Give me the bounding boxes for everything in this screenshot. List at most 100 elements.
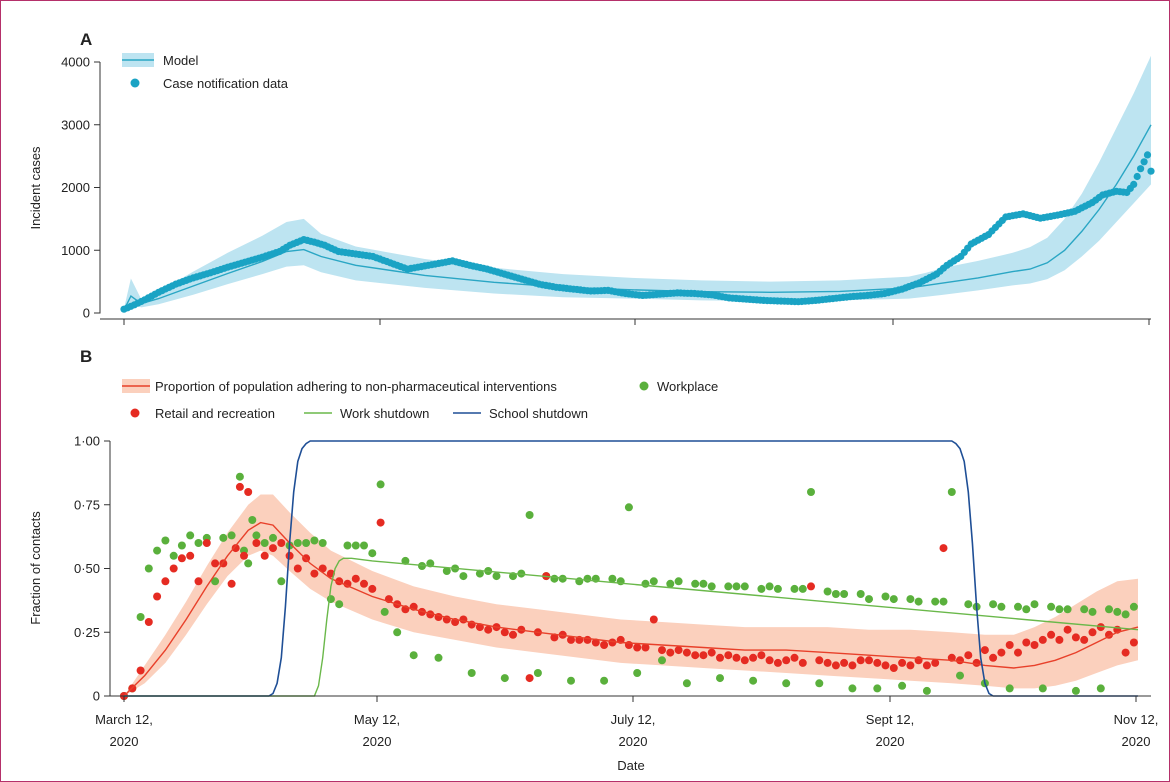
workplace-point <box>707 582 716 591</box>
retail-point <box>707 648 716 657</box>
workplace-point <box>906 595 915 604</box>
retail-point <box>732 653 741 662</box>
panel-b-y-tick-label: 1·00 <box>74 434 100 449</box>
retail-point <box>699 651 708 660</box>
workplace-point <box>235 472 244 481</box>
panel-a-y-tick-label: 2000 <box>61 180 90 195</box>
retail-point <box>186 551 195 560</box>
retail-point <box>649 615 658 624</box>
legend-work-shutdown-label: Work shutdown <box>340 406 429 421</box>
retail-point <box>691 651 700 660</box>
workplace-point <box>798 584 807 593</box>
retail-point <box>674 646 683 655</box>
workplace-point <box>244 559 253 568</box>
workplace-point <box>376 480 385 489</box>
panel-b-x-tick-label: 2020 <box>619 734 648 749</box>
workplace-point <box>914 597 923 606</box>
workplace-point <box>248 516 257 524</box>
case-point <box>1130 180 1138 188</box>
retail-point <box>285 551 294 560</box>
legend-workplace-marker <box>639 381 649 391</box>
workplace-point <box>956 671 964 680</box>
adherence-uncertainty-band <box>124 494 1138 696</box>
panel-a-y-tick-label: 4000 <box>61 55 90 70</box>
workplace-point <box>1129 602 1138 611</box>
workplace-point <box>757 584 766 593</box>
retail-point <box>773 658 782 667</box>
workplace-point <box>277 577 286 586</box>
workplace-point <box>550 574 559 583</box>
panel-b-x-tick-label: May 12, <box>354 712 400 727</box>
workplace-point <box>252 531 261 540</box>
workplace-point <box>898 681 907 690</box>
panel-b-y-tick-label: 0·50 <box>74 561 100 576</box>
workplace-point <box>434 653 443 662</box>
retail-point <box>1022 638 1031 647</box>
retail-point <box>591 638 600 647</box>
workplace-point <box>624 503 633 512</box>
workplace-point <box>1005 684 1014 693</box>
work-shutdown-line <box>124 557 1139 697</box>
workplace-point <box>856 590 865 598</box>
workplace-point <box>873 684 882 693</box>
workplace-point <box>169 551 178 560</box>
workplace-point <box>380 607 389 616</box>
retail-point <box>600 641 609 649</box>
workplace-point <box>1038 684 1047 693</box>
retail-point <box>351 574 360 583</box>
retail-point <box>136 666 145 675</box>
workplace-point <box>409 651 418 660</box>
panel-b-x-tick-label: 2020 <box>363 734 392 749</box>
panel-a-y-tick-label: 0 <box>83 306 90 321</box>
workplace-point <box>310 536 319 545</box>
workplace-point <box>790 584 799 593</box>
workplace-point <box>947 488 956 496</box>
panel-b-xlabel: Date <box>617 758 644 773</box>
workplace-point <box>1080 605 1089 614</box>
workplace-point <box>368 549 377 558</box>
retail-point <box>310 569 319 578</box>
retail-point <box>260 551 269 560</box>
workplace-point <box>881 592 890 601</box>
workplace-point <box>442 567 451 575</box>
workplace-point <box>293 539 302 547</box>
workplace-point <box>964 600 973 609</box>
retail-point <box>550 633 559 642</box>
retail-point <box>177 554 186 563</box>
panel-b-x-tick-label: Nov 12, <box>1114 712 1159 727</box>
case-point <box>1143 151 1152 159</box>
workplace-point <box>997 602 1006 611</box>
workplace-point <box>525 511 534 519</box>
workplace-point <box>1047 602 1056 611</box>
retail-point <box>1071 633 1080 642</box>
case-point <box>1137 165 1145 173</box>
retail-point <box>525 674 534 683</box>
workplace-point <box>360 541 368 550</box>
workplace-point <box>144 564 153 573</box>
panel-b-chart: 0 0·25 0·50 0·75 1·00 March 12, 2020 May 12, 202… <box>74 434 1158 750</box>
panel-b-x-tick-label: March 12, <box>95 712 153 727</box>
workplace-point <box>326 595 335 604</box>
workplace-point <box>260 539 269 547</box>
workplace-point <box>211 577 220 586</box>
retail-point <box>583 635 592 644</box>
workplace-point <box>641 579 650 588</box>
panel-b-y-tick-label: 0 <box>93 689 100 704</box>
workplace-point <box>1022 605 1031 614</box>
workplace-point <box>773 584 782 593</box>
workplace-point <box>782 679 791 688</box>
panel-a-y-tick-label: 3000 <box>61 117 90 132</box>
workplace-point <box>475 569 484 578</box>
panel-b-label: B <box>80 347 92 366</box>
retail-point <box>666 648 675 657</box>
model-uncertainty-band <box>124 55 1151 312</box>
workplace-point <box>153 546 162 555</box>
workplace-point <box>765 582 774 591</box>
retail-point <box>231 544 240 553</box>
workplace-point <box>889 595 898 604</box>
retail-point <box>931 658 940 667</box>
retail-point <box>856 656 865 665</box>
workplace-point <box>740 582 749 591</box>
retail-point <box>749 653 758 662</box>
